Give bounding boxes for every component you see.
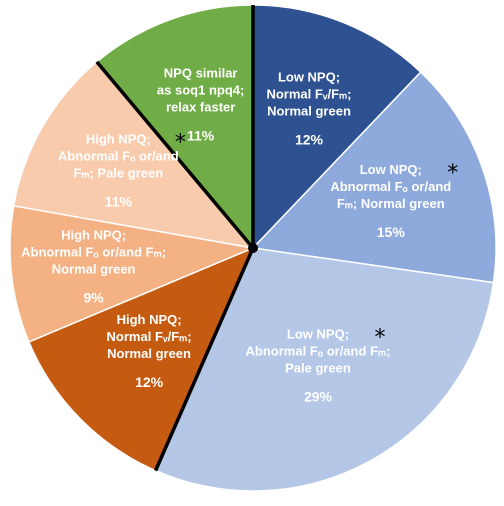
pie-slice-7 <box>95 4 254 251</box>
significance-star-3: * <box>374 325 385 350</box>
pie-slice-2 <box>251 71 497 284</box>
slice-label-group-2: Low NPQ; Abnormal Fₒ or/and Fₘ; Normal gre… <box>330 161 458 240</box>
slice-percent-6: 11% <box>105 194 133 210</box>
significance-star-2: * <box>447 161 458 186</box>
slice-label-3-line-3: Pale green <box>285 360 351 375</box>
group-separator-3 <box>95 60 255 250</box>
slice-label-1-line-2: Normal Fᵥ/Fₘ; <box>266 87 351 102</box>
slice-label-1-line-1: Low NPQ; <box>278 70 340 85</box>
slice-label-1-line-3: Normal green <box>267 104 351 119</box>
slice-percent-2: 15% <box>377 224 406 240</box>
slice-label-group-7: NPQ similar as soq1 npq4; relax faster 11% <box>157 66 244 144</box>
slice-label-7-line-2: as soq1 npq4; <box>157 83 244 98</box>
slice-label-2-line-2: Abnormal Fₒ or/and <box>330 179 451 194</box>
slice-label-group-5: High NPQ; Abnormal Fₒ or/and Fₘ; Normal gr… <box>21 227 166 305</box>
slice-label-5-line-3: Normal green <box>52 261 136 276</box>
slice-label-6-line-2: Abnormal Fₒ or/and <box>58 149 179 164</box>
slice-label-7-line-3: relax faster <box>166 100 235 115</box>
slice-label-group-3: Low NPQ; Abnormal Fₒ or/and Fₘ; Pale green… <box>246 325 391 404</box>
pie-center-dot <box>248 243 258 253</box>
pie-slice-5 <box>9 204 256 343</box>
slice-percent-1: 12% <box>295 132 324 148</box>
slice-label-4-line-1: High NPQ; <box>117 312 182 327</box>
slice-label-3-line-2: Abnormal Fₒ or/and Fₘ; <box>246 343 391 358</box>
slice-label-4-line-2: Normal Fᵥ/Fₘ; <box>107 329 192 344</box>
slice-percent-5: 9% <box>83 289 104 305</box>
group-separator-2 <box>153 247 255 472</box>
slice-label-4-line-3: Normal green <box>107 346 191 361</box>
pie-slices <box>9 4 497 492</box>
pie-separators <box>95 5 255 472</box>
slice-label-3-line-1: Low NPQ; <box>287 326 349 341</box>
pie-slice-6 <box>12 60 255 250</box>
pie-labels: Low NPQ;Normal Fᵥ/Fₘ;Normal green12%Low … <box>21 66 458 405</box>
pie-slice-4 <box>27 246 255 472</box>
slice-label-5-line-1: High NPQ; <box>61 227 126 242</box>
pie-slice-3 <box>154 247 495 492</box>
slice-label-7-line-1: NPQ similar <box>164 66 238 81</box>
slice-label-group-1: Low NPQ; Normal Fᵥ/Fₘ; Normal green 12% <box>266 70 351 148</box>
slice-label-5-line-2: Abnormal Fₒ or/and Fₘ; <box>21 244 166 259</box>
slice-percent-3: 29% <box>304 388 333 404</box>
slice-label-group-6: High NPQ; Abnormal Fₒ or/and Fₘ; Pale gree… <box>58 131 186 210</box>
slice-percent-4: 12% <box>135 374 164 390</box>
slice-label-6-line-3: Fₘ; Pale green <box>73 166 163 181</box>
pie-slice-1 <box>252 4 422 250</box>
slice-percent-7: 11% <box>187 128 215 144</box>
significance-star-6: * <box>175 131 186 156</box>
slice-label-2-line-1: Low NPQ; <box>360 162 422 177</box>
slice-label-group-4: High NPQ; Normal Fᵥ/Fₘ; Normal green 12% <box>107 312 192 390</box>
slice-label-2-line-3: Fₘ; Normal green <box>337 196 445 211</box>
slice-label-6-line-1: High NPQ; <box>86 132 151 147</box>
